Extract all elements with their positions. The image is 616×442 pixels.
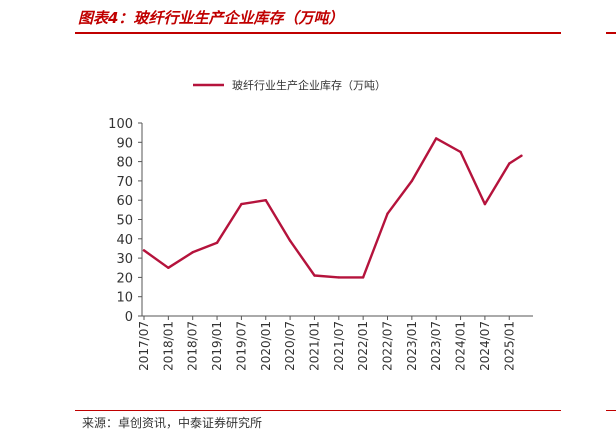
data-point	[313, 274, 316, 277]
data-point	[459, 150, 462, 154]
data-point	[520, 154, 523, 157]
data-point	[508, 162, 511, 165]
x-tick-label: 2023/01	[405, 321, 419, 371]
source-note: 来源：卓创资讯，中泰证券研究所	[82, 416, 263, 430]
data-point	[215, 241, 219, 244]
x-tick-label: 2023/07	[429, 321, 443, 371]
x-tick-label: 2019/01	[210, 321, 224, 371]
title-divider-fragment	[606, 32, 616, 34]
plot-area	[142, 137, 523, 279]
data-point	[337, 276, 340, 279]
y-tick-label: 100	[108, 117, 133, 132]
data-point	[386, 212, 389, 215]
source-divider	[75, 410, 561, 411]
x-tick-label: 2018/07	[186, 321, 200, 371]
y-tick-label: 30	[116, 252, 133, 267]
series-line	[142, 137, 523, 279]
chart-legend: 玻纤行业生产企业库存（万吨）	[193, 78, 386, 92]
data-point	[240, 202, 243, 206]
x-axis: 2017/07 2018/01 2018/07 2019/01 2019/07 2020/…	[137, 315, 533, 371]
x-tick-label: 2022/01	[356, 321, 370, 371]
y-tick-label: 0	[125, 310, 133, 325]
x-tick-label: 2025/01	[502, 321, 516, 371]
y-tick-label: 60	[116, 194, 133, 209]
data-point	[483, 202, 487, 206]
data-point	[264, 199, 267, 202]
y-axis: 0 10 20 30 40 50 60 70 80 90 100	[108, 117, 143, 325]
data-point	[167, 266, 170, 269]
x-tick-label: 2017/07	[137, 321, 151, 371]
data-point	[288, 239, 292, 242]
y-tick-label: 10	[116, 291, 133, 306]
x-tick-label: 2020/01	[259, 321, 273, 371]
figure-title: 图表4：玻纤行业生产企业库存（万吨）	[78, 9, 344, 27]
x-tick-label: 2021/01	[307, 321, 321, 371]
title-divider	[75, 32, 561, 34]
data-point	[142, 249, 146, 252]
x-tick-label: 2021/07	[332, 321, 346, 371]
x-tick-label: 2022/07	[381, 321, 395, 371]
x-tick-label: 2019/07	[234, 321, 248, 371]
x-tick-label: 2024/07	[478, 321, 492, 371]
data-point	[191, 251, 194, 254]
y-tick-label: 40	[116, 233, 133, 248]
legend-label: 玻纤行业生产企业库存（万吨）	[232, 78, 386, 92]
x-tick-label: 2024/01	[454, 321, 468, 371]
data-point	[410, 179, 414, 183]
data-point	[361, 276, 365, 279]
y-tick-label: 20	[116, 271, 133, 286]
y-tick-label: 70	[116, 175, 133, 190]
x-tick-label: 2018/01	[161, 321, 175, 371]
y-tick-label: 50	[116, 214, 133, 229]
x-tick-label: 2020/07	[283, 321, 297, 371]
source-divider-fragment	[606, 410, 616, 411]
y-tick-label: 90	[116, 136, 133, 151]
data-point	[435, 137, 438, 140]
y-tick-label: 80	[116, 156, 133, 171]
